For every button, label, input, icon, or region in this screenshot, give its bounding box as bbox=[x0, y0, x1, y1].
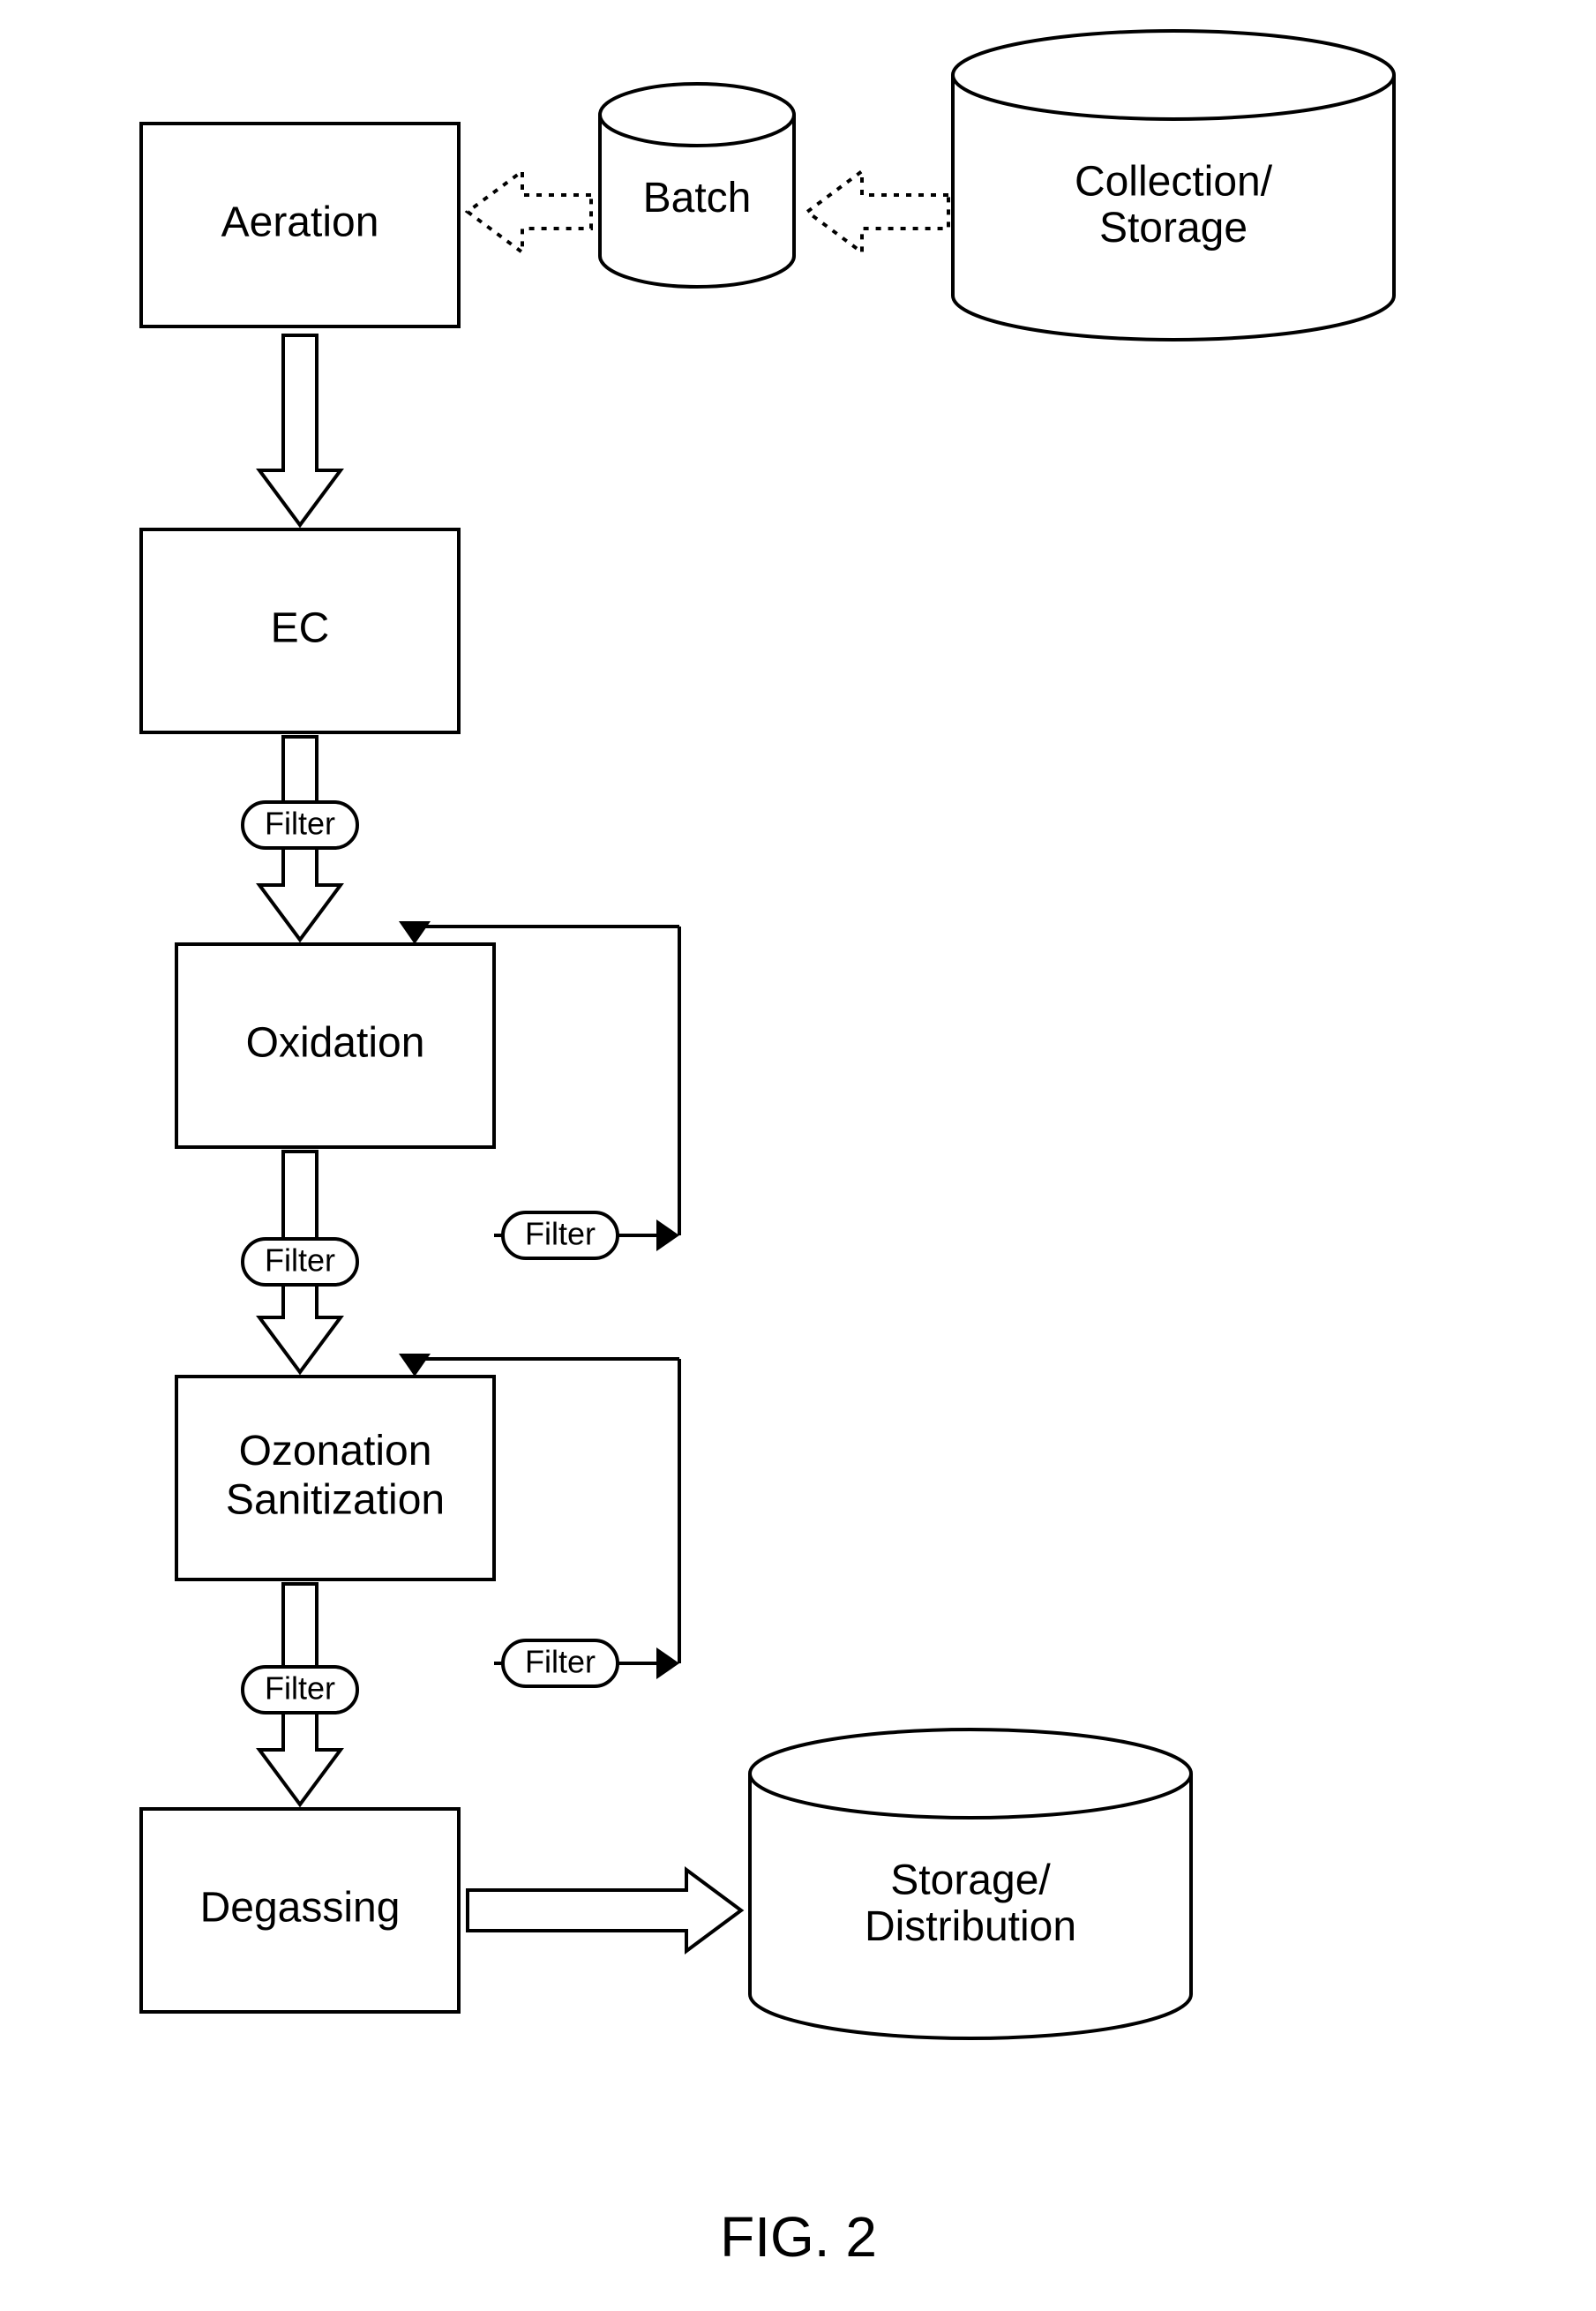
box-degassing: Degassing bbox=[141, 1809, 459, 2012]
arrow-collect_to_batch bbox=[807, 171, 948, 252]
cylinder-batch: Batch bbox=[600, 84, 794, 287]
box-ec: EC bbox=[141, 529, 459, 732]
pill-f_oz_deg: Filter bbox=[243, 1667, 357, 1713]
pill-f_ox_oz: Filter bbox=[243, 1239, 357, 1285]
arrow-ox_to_oz: Filter bbox=[243, 1152, 357, 1372]
box-aeration-label: Aeration bbox=[221, 199, 379, 246]
pill-f_oz_deg-label: Filter bbox=[265, 1670, 335, 1707]
arrow-deg_to_storage bbox=[468, 1870, 741, 1951]
arrow-oz_to_deg: Filter bbox=[243, 1584, 357, 1805]
box-oxidation: Oxidation bbox=[176, 944, 494, 1147]
pill-f_ox_oz-label: Filter bbox=[265, 1242, 335, 1279]
pill-f_ox_loop: Filter bbox=[503, 1212, 618, 1258]
cylinder-storage-label-1: Distribution bbox=[865, 1903, 1076, 1950]
cylinder-collect-label-1: Storage bbox=[1099, 205, 1248, 251]
arrow-aer_to_ec bbox=[259, 335, 341, 525]
box-oxidation-label: Oxidation bbox=[246, 1020, 425, 1067]
pill-f_ox_loop-label: Filter bbox=[525, 1216, 596, 1252]
pill-f_oz_loop-label: Filter bbox=[525, 1644, 596, 1680]
cylinder-batch-label: Batch bbox=[643, 175, 752, 221]
box-ozonation: OzonationSanitization bbox=[176, 1377, 494, 1579]
pill-f_ec_ox: Filter bbox=[243, 802, 357, 848]
pill-f_ec_ox-label: Filter bbox=[265, 806, 335, 842]
cylinder-collect-label-0: Collection/ bbox=[1075, 158, 1273, 205]
arrow-batch_to_aer bbox=[468, 171, 591, 252]
figure-label: FIG. 2 bbox=[720, 2205, 877, 2269]
box-degassing-label: Degassing bbox=[200, 1885, 401, 1932]
cylinder-storage-label-0: Storage/ bbox=[890, 1857, 1051, 1903]
arrow-ec_to_ox: Filter bbox=[243, 737, 357, 940]
cylinder-collect: Collection/Storage bbox=[953, 31, 1394, 340]
box-aeration: Aeration bbox=[141, 124, 459, 326]
box-ozonation-label-0: Ozonation bbox=[239, 1428, 432, 1474]
cylinder-storage: Storage/Distribution bbox=[750, 1729, 1191, 2038]
box-ozonation-label-1: Sanitization bbox=[226, 1476, 445, 1523]
box-ec-label: EC bbox=[271, 605, 330, 652]
pill-f_oz_loop: Filter bbox=[503, 1640, 618, 1686]
